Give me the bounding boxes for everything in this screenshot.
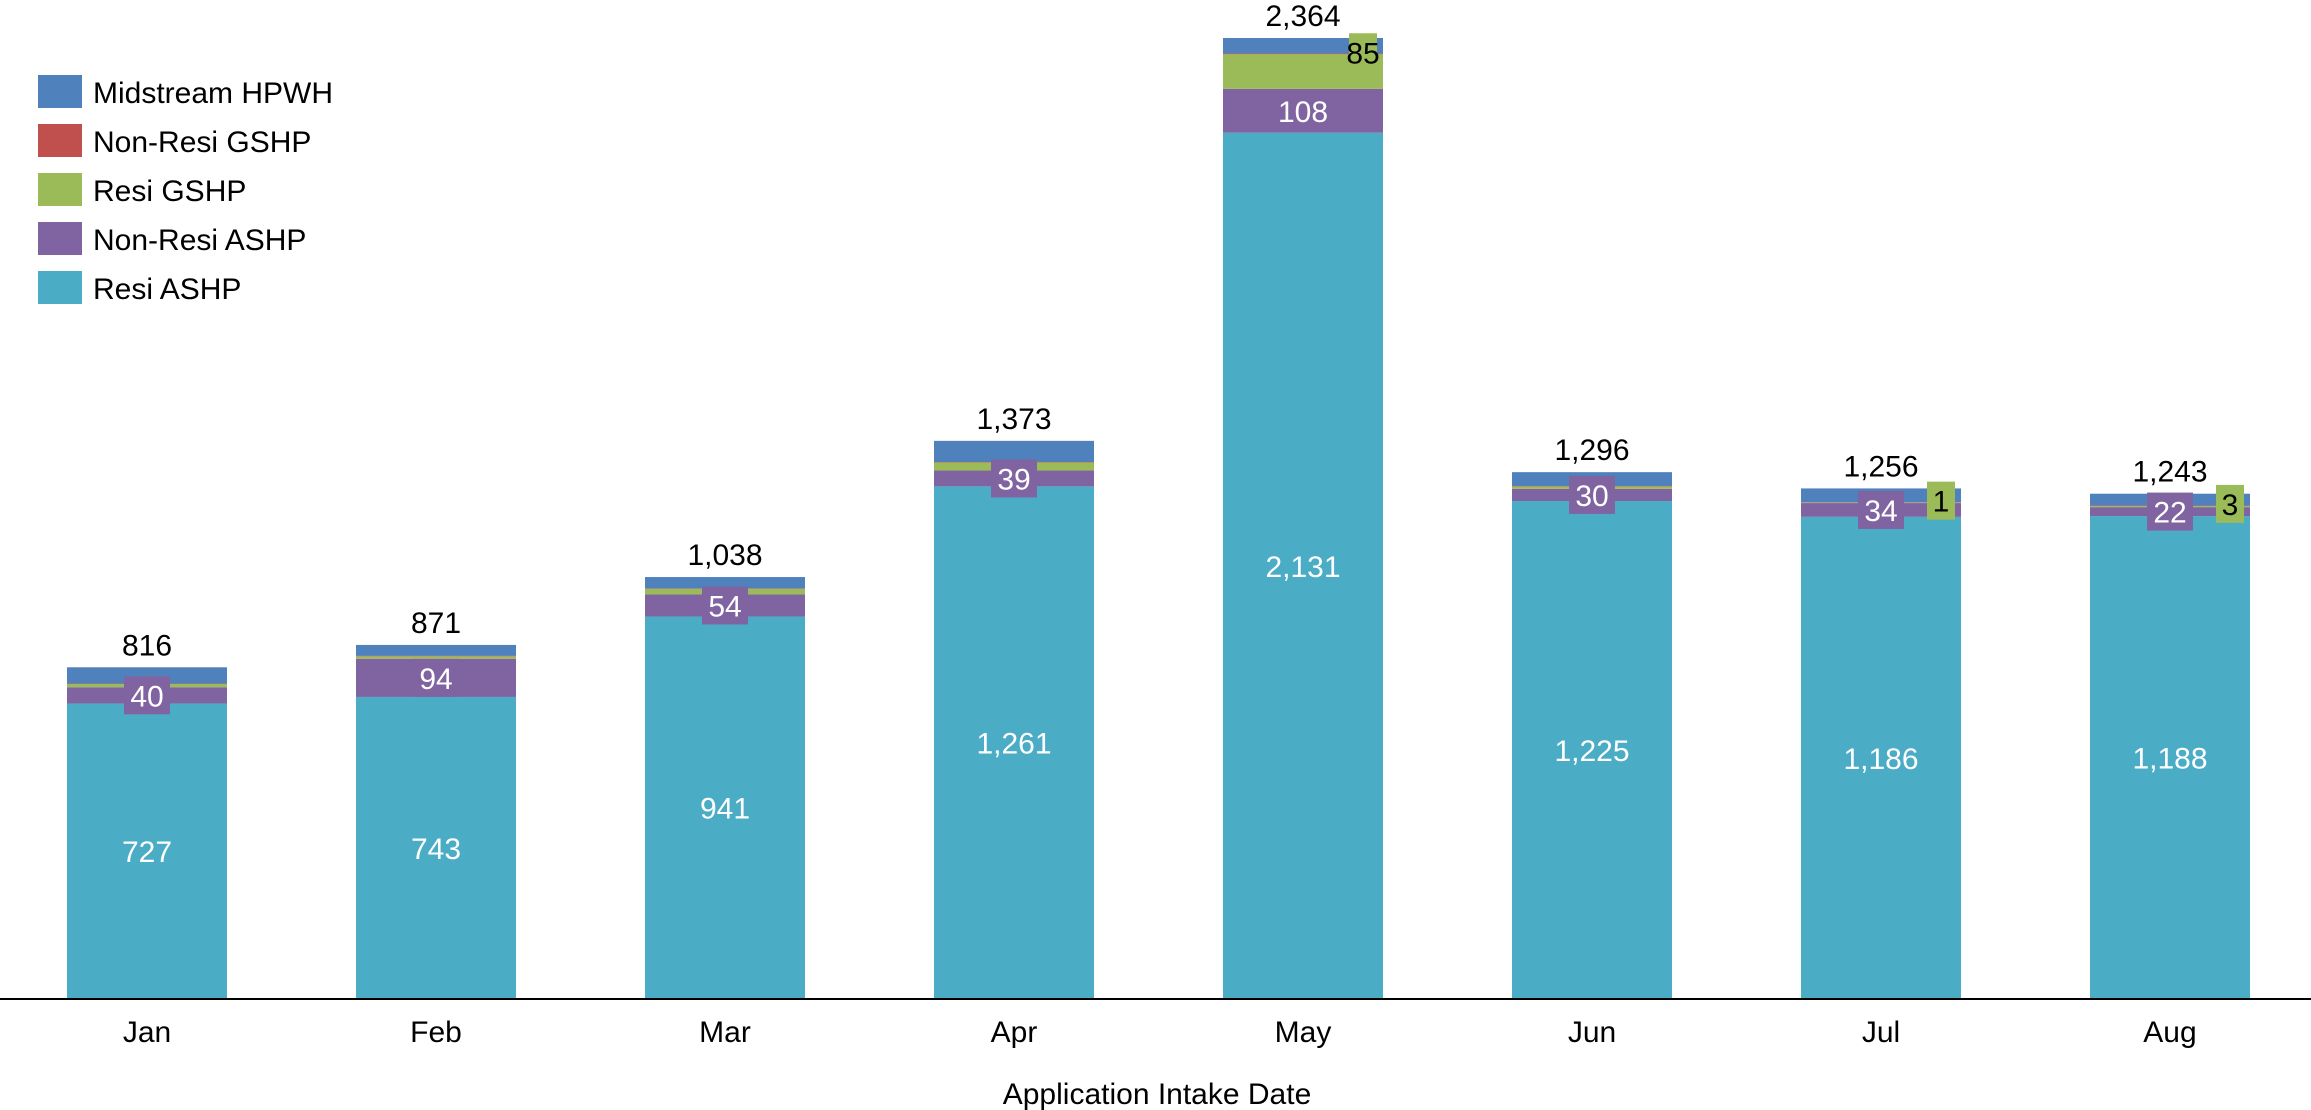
data-label-non-resi-ashp-apr: 39	[997, 463, 1030, 496]
legend-swatch-resi-ashp	[38, 271, 82, 304]
legend-label-midstream-hpwh: Midstream HPWH	[93, 77, 333, 110]
data-label-box-non-resi-ashp-feb	[413, 658, 459, 697]
total-label-mar: 1,038	[687, 539, 762, 572]
bar-resi-ashp-jan	[67, 703, 227, 999]
data-label-resi-ashp-jun: 1,225	[1554, 735, 1629, 768]
total-label-jun: 1,296	[1554, 434, 1629, 467]
x-tick-aug: Aug	[2143, 1016, 2196, 1049]
bar-resi-ashp-may	[1223, 132, 1383, 1000]
data-label-resi-gshp-aug: 3	[2222, 489, 2239, 522]
legend-item-resi-gshp: Resi GSHP	[38, 173, 246, 208]
bar-resi-ashp-jun	[1512, 501, 1672, 999]
legend-item-non-resi-gshp: Non-Resi GSHP	[38, 124, 311, 159]
total-label-jul: 1,256	[1843, 450, 1918, 483]
data-label-non-resi-ashp-aug: 22	[2153, 497, 2186, 530]
data-label-resi-ashp-aug: 1,188	[2132, 743, 2207, 776]
x-tick-jun: Jun	[1568, 1016, 1616, 1049]
bar-resi-ashp-aug	[2090, 516, 2250, 999]
x-tick-jan: Jan	[123, 1016, 171, 1049]
data-label-non-resi-ashp-mar: 54	[708, 590, 741, 623]
x-tick-mar: Mar	[699, 1016, 751, 1049]
legend-swatch-non-resi-ashp	[38, 222, 82, 255]
data-label-box-resi-gshp-jul	[1927, 481, 1955, 520]
x-tick-jul: Jul	[1862, 1016, 1900, 1049]
bar-resi-gshp-feb	[356, 656, 516, 659]
data-label-non-resi-ashp-may: 108	[1278, 96, 1328, 129]
legend-item-midstream-hpwh: Midstream HPWH	[38, 75, 333, 110]
bar-resi-ashp-apr	[934, 486, 1094, 999]
total-label-aug: 1,243	[2132, 456, 2207, 489]
legend-swatch-resi-gshp	[38, 173, 82, 206]
data-label-resi-gshp-jul: 1	[1933, 486, 1950, 519]
total-label-may: 2,364	[1265, 0, 1340, 33]
bar-resi-ashp-feb	[356, 696, 516, 999]
data-label-box-non-resi-ashp-aug	[2147, 492, 2193, 531]
data-label-box-resi-gshp-aug	[2216, 484, 2244, 523]
bar-midstream-hpwh-may	[1223, 38, 1383, 54]
data-label-resi-gshp-may: 85	[1346, 37, 1379, 70]
data-label-box-non-resi-ashp-may	[1280, 91, 1326, 130]
data-label-non-resi-ashp-feb: 94	[419, 663, 452, 696]
bar-midstream-hpwh-feb	[356, 644, 516, 656]
legend-swatch-non-resi-gshp	[38, 124, 82, 157]
data-label-box-non-resi-ashp-jun	[1569, 475, 1615, 514]
x-axis-title: Application Intake Date	[1003, 1078, 1312, 1110]
data-label-box-resi-gshp-may	[1349, 33, 1377, 72]
bar-midstream-hpwh-mar	[645, 577, 805, 589]
legend-swatch-midstream-hpwh	[38, 75, 82, 108]
legend-label-non-resi-gshp: Non-Resi GSHP	[93, 126, 311, 159]
x-tick-apr: Apr	[991, 1016, 1038, 1049]
legend-label-non-resi-ashp: Non-Resi ASHP	[93, 224, 306, 257]
data-label-non-resi-ashp-jul: 34	[1864, 495, 1897, 528]
bar-resi-ashp-mar	[645, 616, 805, 999]
data-label-box-non-resi-ashp-apr	[991, 459, 1037, 498]
x-tick-feb: Feb	[410, 1016, 462, 1049]
data-label-non-resi-ashp-jan: 40	[130, 680, 163, 713]
legend-label-resi-gshp: Resi GSHP	[93, 175, 246, 208]
bar-non-resi-gshp-may	[1223, 53, 1383, 55]
bar-midstream-hpwh-apr	[934, 440, 1094, 462]
data-label-box-non-resi-ashp-jul	[1858, 490, 1904, 529]
bar-midstream-hpwh-jan	[67, 667, 227, 684]
legend-label-resi-ashp: Resi ASHP	[93, 273, 241, 306]
data-label-resi-ashp-mar: 941	[700, 793, 750, 826]
x-tick-may: May	[1275, 1016, 1332, 1049]
data-label-non-resi-ashp-jun: 30	[1575, 480, 1608, 513]
total-label-apr: 1,373	[976, 403, 1051, 436]
data-label-resi-ashp-may: 2,131	[1265, 551, 1340, 584]
data-label-resi-ashp-jan: 727	[122, 836, 172, 869]
total-label-jan: 816	[122, 629, 172, 662]
data-label-resi-ashp-feb: 743	[411, 833, 461, 866]
total-label-feb: 871	[411, 607, 461, 640]
legend-item-non-resi-ashp: Non-Resi ASHP	[38, 222, 306, 257]
data-label-resi-ashp-jul: 1,186	[1843, 743, 1918, 776]
legend: Midstream HPWH Non-Resi GSHP Resi GSHP Non-…	[38, 75, 333, 306]
data-label-resi-ashp-apr: 1,261	[976, 728, 1051, 761]
data-label-box-non-resi-ashp-mar	[702, 586, 748, 625]
bar-resi-ashp-jul	[1801, 516, 1961, 999]
legend-item-resi-ashp: Resi ASHP	[38, 271, 241, 306]
data-label-box-non-resi-ashp-jan	[124, 676, 170, 715]
